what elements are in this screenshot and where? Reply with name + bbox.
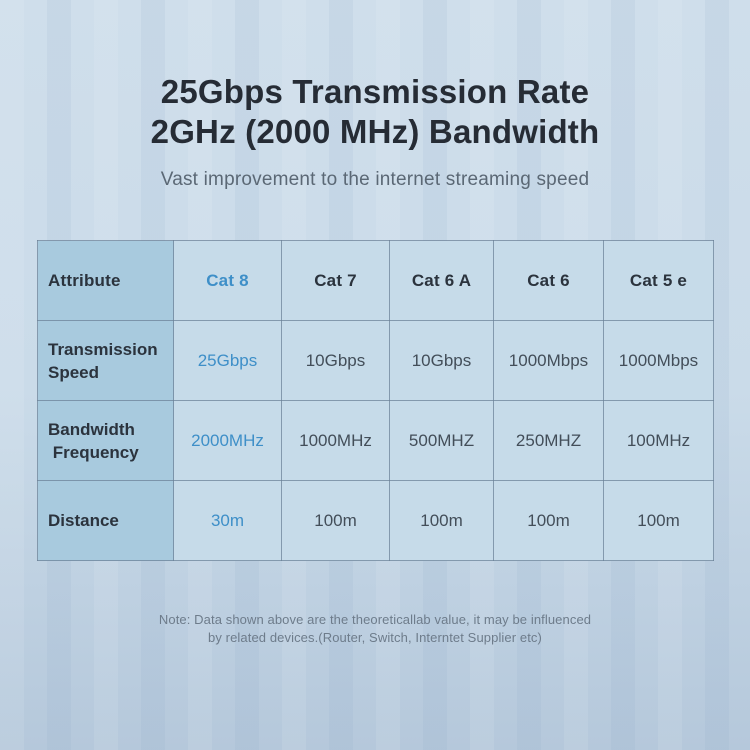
table-cell: 10Gbps: [389, 320, 494, 401]
column-header-attribute: Attribute: [37, 240, 174, 321]
row-label-transmission-speed: Transmission Speed: [37, 320, 174, 401]
row-label-distance: Distance: [37, 480, 174, 561]
table-row-distance: Distance 30m 100m 100m 100m 100m: [37, 480, 714, 561]
footnote-line2: by related devices.(Router, Switch, Inte…: [208, 629, 542, 645]
page-title-line1: 25Gbps Transmission Rate: [160, 73, 590, 110]
table-cell: 250MHZ: [493, 400, 604, 481]
column-header-cat8: Cat 8: [173, 240, 282, 321]
table-cell: 100m: [603, 480, 714, 561]
table-cell: 2000MHz: [173, 400, 282, 481]
hero-section: 25Gbps Transmission Rate 2GHz (2000 MHz)…: [0, 72, 750, 191]
table-row-bandwidth-frequency: Bandwidth Frequency 2000MHz 1000MHz 500M…: [37, 400, 714, 481]
table-cell: 100m: [493, 480, 604, 561]
table-cell: 100m: [281, 480, 390, 561]
footnote: Note: Data shown above are the theoretic…: [0, 611, 750, 646]
comparison-table: Attribute Cat 8 Cat 7 Cat 6 A Cat 6 Cat …: [37, 240, 714, 561]
page-subtitle: Vast improvement to the internet streami…: [160, 169, 590, 190]
table-cell: 25Gbps: [173, 320, 282, 401]
column-header-cat7: Cat 7: [281, 240, 390, 321]
table-cell: 1000Mbps: [493, 320, 604, 401]
table-row-transmission-speed: Transmission Speed 25Gbps 10Gbps 10Gbps …: [37, 320, 714, 401]
footnote-line1: Note: Data shown above are the theoretic…: [158, 612, 592, 627]
page-title: 25Gbps Transmission Rate 2GHz (2000 MHz)…: [0, 72, 750, 152]
table-cell: 1000Mbps: [603, 320, 714, 401]
table-cell: 10Gbps: [281, 320, 390, 401]
table-cell: 1000MHz: [281, 400, 390, 481]
table-header-row: Attribute Cat 8 Cat 7 Cat 6 A Cat 6 Cat …: [37, 240, 714, 321]
column-header-cat5e: Cat 5 e: [603, 240, 714, 321]
page-title-line2: 2GHz (2000 MHz) Bandwidth: [150, 113, 600, 150]
table-cell: 100m: [389, 480, 494, 561]
table-cell: 30m: [173, 480, 282, 561]
column-header-cat6: Cat 6: [493, 240, 604, 321]
table-cell: 100MHz: [603, 400, 714, 481]
row-label-bandwidth-frequency: Bandwidth Frequency: [37, 400, 174, 481]
column-header-cat6a: Cat 6 A: [389, 240, 494, 321]
table-cell: 500MHZ: [389, 400, 494, 481]
